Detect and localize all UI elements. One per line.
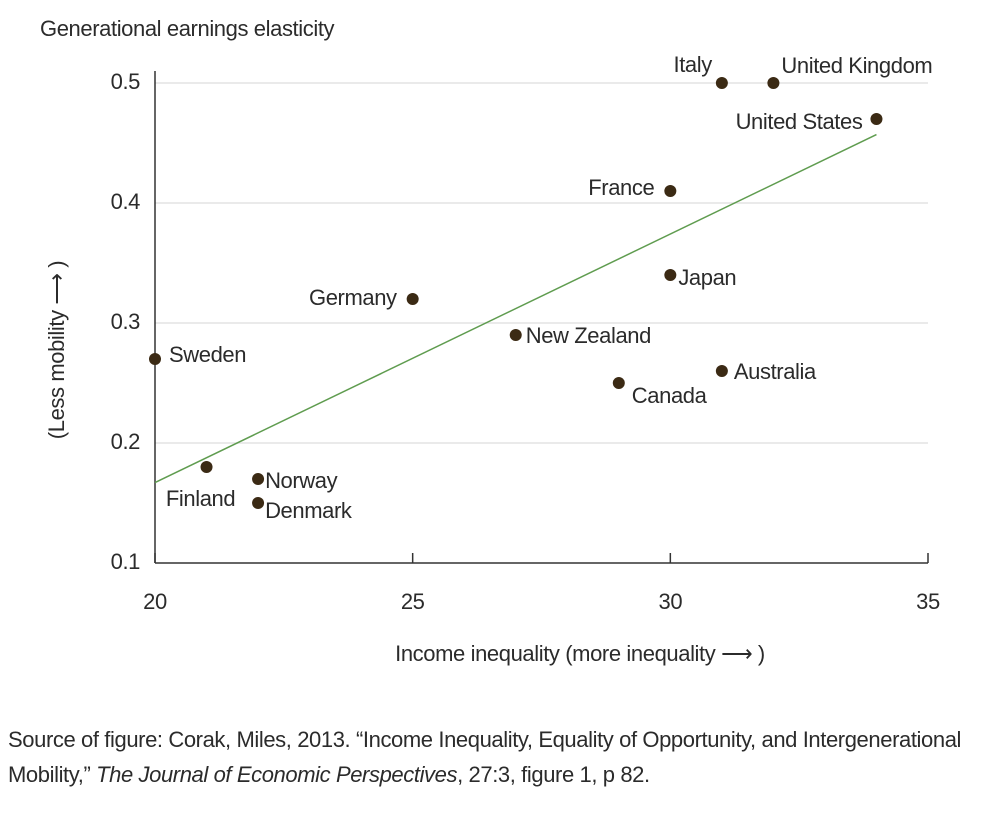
y-tick-label: 0.5 [111, 69, 141, 94]
point [149, 353, 161, 365]
point-label: New Zealand [526, 323, 651, 348]
caption-journal: The Journal of Economic Perspectives [96, 762, 458, 787]
point [767, 77, 780, 89]
y-axis-label: (Less mobility ⟶ ) [44, 261, 69, 439]
point [252, 473, 265, 485]
trend-line [154, 133, 877, 484]
point-label: Canada [632, 383, 708, 408]
caption-text: Source of figure: Corak, Miles, 2013. “I… [8, 727, 962, 787]
x-tick-label: 25 [401, 589, 425, 614]
point [200, 461, 213, 473]
point [509, 329, 522, 341]
point [715, 365, 728, 377]
point-label: Germany [309, 285, 397, 310]
point [406, 293, 419, 305]
point-label: Finland [166, 486, 235, 511]
x-tick-label: 30 [658, 589, 682, 614]
point-label: United States [736, 109, 863, 134]
y-tick-label: 0.4 [111, 189, 141, 214]
point [612, 377, 625, 389]
point-label: Italy [674, 52, 713, 77]
point [664, 185, 677, 197]
y-tick-label: 0.1 [111, 549, 141, 574]
point-label: France [588, 175, 654, 200]
point [664, 269, 677, 281]
x-axis-label: Income inequality (more inequality ⟶ ) [395, 641, 765, 666]
point-label: Japan [678, 265, 736, 290]
point-label: Norway [265, 468, 338, 493]
chart: Generational earnings elasticity (Less m… [40, 16, 940, 666]
caption-text: , 27:3, figure 1, p 82. [457, 762, 650, 787]
point-label: United Kingdom [781, 53, 932, 78]
point [252, 497, 265, 509]
point-label: Australia [734, 359, 817, 384]
point [715, 77, 728, 89]
x-tick-label: 20 [143, 589, 167, 614]
point-label: Sweden [169, 342, 246, 367]
y-tick-label: 0.2 [111, 429, 141, 454]
caption: Source of figure: Corak, Miles, 2013. “I… [8, 722, 993, 792]
y-title: Generational earnings elasticity [40, 16, 335, 41]
y-tick-label: 0.3 [111, 309, 141, 334]
x-tick-label: 35 [916, 589, 940, 614]
point [870, 113, 883, 125]
point-label: Denmark [265, 498, 353, 523]
